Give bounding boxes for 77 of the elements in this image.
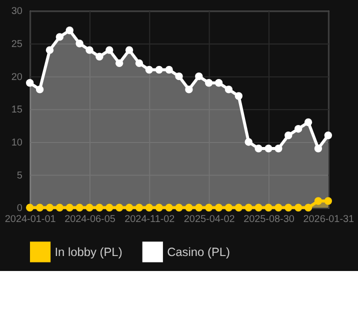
point [145, 66, 154, 74]
point [204, 204, 213, 212]
x-tick-label: 2025-04-02 [184, 214, 236, 226]
y-tick-label: 0 [16, 203, 23, 214]
point [314, 197, 322, 205]
point [106, 204, 114, 212]
point [274, 144, 282, 152]
point [76, 40, 84, 48]
point [294, 204, 302, 212]
point [264, 144, 272, 152]
point [224, 204, 233, 212]
point [254, 144, 262, 152]
point [96, 204, 104, 212]
point [46, 204, 54, 212]
point [244, 138, 252, 146]
point [224, 86, 233, 94]
point [234, 92, 243, 100]
point [36, 204, 44, 212]
point [155, 66, 163, 74]
y-tick-label: 10 [11, 137, 23, 148]
point [115, 204, 124, 212]
point [284, 132, 292, 140]
point [125, 204, 134, 212]
point [125, 46, 134, 54]
legend-label: Casino (PL) [167, 244, 230, 259]
point [56, 33, 64, 41]
point [145, 204, 154, 212]
point [195, 72, 203, 80]
point [86, 46, 94, 54]
point [66, 204, 74, 212]
y-tick-label: 15 [11, 104, 23, 116]
point [106, 46, 114, 54]
point [214, 204, 223, 212]
point [36, 86, 44, 94]
point [155, 204, 163, 212]
point [195, 204, 203, 212]
point [204, 79, 213, 87]
point [165, 204, 173, 212]
legend-label: In lobby (PL) [54, 244, 122, 259]
y-tick-label: 5 [16, 170, 23, 182]
point [254, 204, 262, 212]
point [115, 59, 124, 68]
x-tick-label: 2024-01-01 [4, 214, 56, 226]
point [214, 79, 223, 87]
point [294, 124, 302, 133]
point [135, 204, 144, 212]
point [175, 204, 183, 212]
x-tick-label: 2024-06-05 [64, 214, 116, 226]
point [56, 204, 64, 212]
y-tick-label: 20 [11, 72, 23, 83]
x-tick-label: 2026-01-31 [303, 214, 355, 226]
point [86, 204, 94, 212]
y-tick-label: 25 [11, 38, 23, 50]
point [66, 26, 74, 34]
y-tick-label: 30 [11, 6, 23, 18]
point [304, 118, 312, 126]
point [234, 204, 243, 212]
point [175, 72, 183, 80]
point [324, 197, 332, 205]
point [76, 204, 84, 212]
point [185, 204, 193, 212]
point [314, 144, 322, 152]
point [165, 66, 173, 74]
x-tick-label: 2024-11-02 [124, 214, 176, 226]
x-tick-label: 2025-08-30 [244, 214, 295, 226]
point [26, 79, 34, 87]
point [26, 204, 34, 212]
point [185, 86, 193, 94]
point [284, 204, 292, 212]
point [324, 132, 332, 140]
point [304, 204, 312, 212]
point [135, 59, 144, 68]
point [244, 204, 252, 212]
point [264, 204, 272, 212]
point [96, 52, 104, 60]
point [46, 46, 54, 54]
point [274, 204, 282, 212]
